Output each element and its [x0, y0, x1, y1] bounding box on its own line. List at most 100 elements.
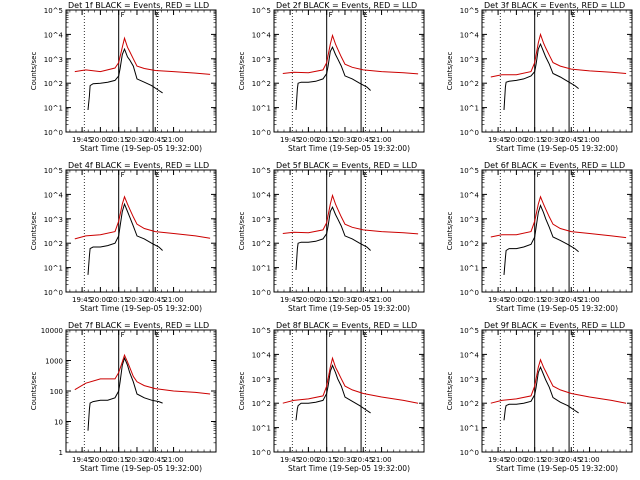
x-tick-label: 20:00: [506, 456, 526, 464]
x-tick-label: 20:00: [298, 136, 318, 144]
panel-det-5: Det 5f BLACK = Events, RED = LLD 10^0 10^1…: [238, 161, 425, 313]
plot-frame: [65, 9, 217, 133]
lld-series-line: [74, 36, 211, 75]
y-tick-label: 10^5: [460, 167, 479, 175]
x-axis-label: Start Time (19-Sep-05 19:32:00): [288, 464, 410, 473]
x-tick-label: 20:30: [335, 136, 355, 144]
marker-label: E: [155, 11, 159, 19]
x-tick-label: 20:30: [543, 296, 563, 304]
marker-label: F: [537, 171, 541, 179]
y-tick-label: 10^2: [252, 240, 271, 248]
y-tick-label: 10^2: [44, 240, 63, 248]
plot-frame: [65, 329, 217, 453]
marker-label: F: [537, 11, 541, 19]
y-tick-label: 10000: [41, 327, 63, 335]
y-tick-label: 10^5: [252, 327, 271, 335]
x-tick-label: 20:30: [127, 136, 147, 144]
y-tick-label: 10^1: [44, 105, 63, 113]
y-tick-label: 10^0: [460, 289, 479, 297]
y-tick-label: 10^2: [460, 80, 479, 88]
marker-label: F: [121, 11, 125, 19]
y-tick-label: 10^3: [252, 56, 271, 64]
x-tick-label: 19:45: [280, 136, 300, 144]
plot-frame: [273, 169, 425, 293]
x-tick-label: 21:00: [579, 456, 599, 464]
y-tick-label: 10^4: [460, 31, 480, 39]
panel-det-9: Det 9f BLACK = Events, RED = LLD 10^0 10^1…: [446, 321, 633, 473]
y-tick-label: 100: [50, 388, 63, 396]
y-tick-label: 10^0: [460, 129, 479, 137]
x-tick-label: 20:30: [335, 456, 355, 464]
marker-label: F: [121, 171, 125, 179]
y-tick-label: 1: [59, 449, 63, 457]
x-tick-label: 20:30: [127, 456, 147, 464]
events-series-line: [87, 47, 163, 111]
marker-label: F: [329, 171, 333, 179]
panel-det-6: Det 6f BLACK = Events, RED = LLD 10^0 10^1…: [446, 161, 633, 313]
y-tick-label: 10^1: [252, 425, 271, 433]
x-tick-label: 20:15: [525, 456, 545, 464]
y-axis-label: Counts/sec: [238, 372, 246, 411]
y-tick-label: 1000: [45, 358, 63, 366]
y-tick-label: 10^3: [252, 216, 271, 224]
lld-series-line: [490, 195, 627, 239]
x-tick-label: 20:45: [353, 136, 373, 144]
y-axis-label: Counts/sec: [30, 372, 38, 411]
panel-title: Det 4f BLACK = Events, RED = LLD: [68, 161, 209, 170]
x-tick-label: 21:00: [163, 136, 183, 144]
x-tick-label: 20:45: [145, 136, 165, 144]
y-axis-label: Counts/sec: [30, 52, 38, 91]
y-tick-label: 10^3: [460, 376, 479, 384]
panel-title: Det 7f BLACK = Events, RED = LLD: [68, 321, 209, 330]
x-tick-label: 21:00: [371, 456, 391, 464]
y-tick-label: 10^1: [252, 105, 271, 113]
x-tick-label: 19:45: [488, 456, 508, 464]
x-tick-label: 19:45: [280, 456, 300, 464]
events-series-line: [503, 204, 579, 275]
events-series-line: [87, 202, 163, 275]
panel-det-2: Det 2f BLACK = Events, RED = LLD 10^0 10^1…: [238, 1, 425, 153]
lld-series-line: [490, 32, 627, 78]
y-tick-label: 10^4: [252, 191, 272, 199]
marker-label: F: [537, 331, 541, 339]
y-tick-label: 10^1: [44, 265, 63, 273]
marker-label: F: [329, 11, 333, 19]
x-tick-label: 19:45: [72, 136, 92, 144]
plot-frame: [481, 169, 633, 293]
plot-frame: [273, 329, 425, 453]
x-tick-label: 20:30: [127, 296, 147, 304]
y-tick-label: 10^4: [44, 191, 64, 199]
x-tick-label: 20:15: [109, 136, 129, 144]
y-tick-label: 10^1: [460, 105, 479, 113]
x-tick-label: 20:00: [298, 456, 318, 464]
y-tick-label: 10^3: [460, 216, 479, 224]
y-tick-label: 10^1: [460, 265, 479, 273]
x-tick-label: 20:45: [353, 296, 373, 304]
x-tick-label: 21:00: [163, 456, 183, 464]
marker-label: F: [121, 331, 125, 339]
y-tick-label: 10^2: [252, 80, 271, 88]
y-tick-label: 10^0: [252, 289, 271, 297]
x-tick-label: 21:00: [579, 136, 599, 144]
y-tick-label: 10^4: [460, 351, 480, 359]
x-tick-label: 20:15: [525, 296, 545, 304]
lld-series-line: [74, 195, 211, 240]
x-tick-label: 21:00: [579, 296, 599, 304]
y-tick-label: 10^4: [460, 191, 480, 199]
events-series-line: [295, 206, 371, 271]
y-tick-label: 10^5: [252, 167, 271, 175]
marker-label: E: [363, 331, 367, 339]
x-tick-label: 19:45: [488, 296, 508, 304]
x-axis-label: Start Time (19-Sep-05 19:32:00): [80, 144, 202, 153]
y-axis-label: Counts/sec: [238, 52, 246, 91]
x-tick-label: 20:15: [109, 456, 129, 464]
panel-title: Det 5f BLACK = Events, RED = LLD: [276, 161, 417, 170]
lld-series-line: [282, 33, 419, 75]
y-tick-label: 10^2: [460, 400, 479, 408]
events-series-line: [87, 356, 163, 431]
marker-label: E: [155, 171, 159, 179]
y-tick-label: 10^0: [252, 129, 271, 137]
x-tick-label: 20:30: [335, 296, 355, 304]
lld-series-line: [282, 356, 419, 404]
